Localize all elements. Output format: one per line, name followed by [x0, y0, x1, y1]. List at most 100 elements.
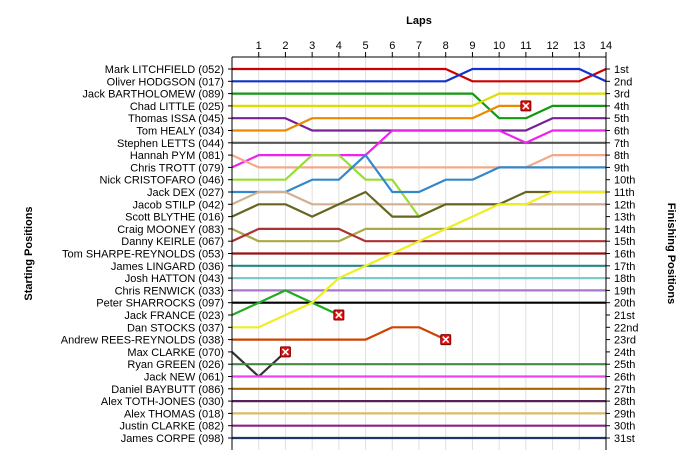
finishing-position-label: 24th — [614, 347, 635, 359]
rider-start-label: Tom SHARPE-REYNOLDS (053) — [62, 249, 224, 261]
right-axis-title: Finishing Positions — [665, 203, 677, 304]
finishing-position-label: 21st — [614, 310, 635, 322]
rider-line — [232, 190, 606, 329]
rider-line — [232, 154, 606, 194]
lap-tick-labels: 1 2 3 4 5 6 7 8 9 10 11 12 13 14 — [256, 40, 612, 52]
finishing-position-label: 29th — [614, 408, 635, 420]
lap-tick-label: 13 — [573, 40, 585, 52]
starting-position-labels: Mark LITCHFIELD (052)Oliver HODGSON (017… — [61, 64, 224, 445]
rider-line — [231, 190, 606, 218]
finishing-position-label: 31st — [614, 433, 635, 445]
finishing-position-label: 22nd — [614, 322, 638, 334]
rider-start-label: Chris TROTT (079) — [130, 162, 224, 174]
finishing-position-label: 27th — [614, 384, 635, 396]
rider-start-label: Nick CRISTOFARO (046) — [100, 175, 225, 187]
finishing-position-label: 8th — [614, 150, 629, 162]
rider-start-label: Jacob STILP (042) — [132, 199, 224, 211]
lap-tick-label: 6 — [389, 40, 395, 52]
rider-line — [231, 154, 606, 169]
finishing-position-label: 19th — [614, 285, 635, 297]
rider-start-label: Daniel BAYBUTT (086) — [111, 384, 224, 396]
rider-start-label: Tom HEALY (034) — [136, 126, 224, 138]
rider-start-label: Jack BARTHOLOMEW (089) — [82, 89, 224, 101]
rider-start-label: Jack FRANCE (023) — [124, 310, 224, 322]
rider-line — [231, 289, 340, 316]
dnf-markers — [279, 100, 532, 358]
lap-tick-label: 2 — [282, 40, 288, 52]
finishing-position-label: 11th — [614, 187, 635, 199]
finishing-position-label: 16th — [614, 249, 635, 261]
finishing-position-label: 23rd — [614, 335, 636, 347]
finishing-position-label: 12th — [614, 199, 635, 211]
left-axis-title: Starting Positions — [23, 206, 35, 300]
rider-start-label: Thomas ISSA (045) — [128, 113, 224, 125]
dnf-marker — [440, 334, 452, 346]
lap-tick-label: 8 — [443, 40, 449, 52]
finishing-position-labels: 1st2nd3rd4th5th6th7th8th9th10th11th12th1… — [614, 64, 638, 445]
lap-tick-label: 7 — [416, 40, 422, 52]
rider-lines — [231, 67, 607, 440]
rider-start-label: Alex THOMAS (018) — [124, 408, 224, 420]
finishing-position-label: 17th — [614, 261, 635, 273]
finishing-position-label: 6th — [614, 126, 629, 138]
rider-start-label: Chad LITTLE (025) — [130, 101, 224, 113]
rider-line — [232, 104, 526, 132]
finishing-position-label: 20th — [614, 298, 635, 310]
finishing-position-label: 13th — [614, 212, 635, 224]
rider-line — [232, 67, 607, 83]
finishing-position-label: 2nd — [614, 76, 632, 88]
rider-start-label: Dan STOCKS (037) — [127, 322, 224, 334]
dnf-marker — [333, 309, 345, 321]
rider-start-label: Jack NEW (061) — [144, 372, 224, 384]
top-axis-title: Laps — [406, 15, 432, 27]
lap-tick-label: 1 — [256, 40, 262, 52]
finishing-position-label: 7th — [614, 138, 629, 150]
rider-start-label: Alex TOTH-JONES (030) — [101, 396, 224, 408]
rider-line — [231, 227, 606, 243]
rider-start-label: Danny KEIRLE (067) — [121, 236, 224, 248]
rider-start-label: Chris RENWICK (033) — [115, 285, 224, 297]
finishing-position-label: 14th — [614, 224, 635, 236]
dnf-marker — [279, 346, 291, 358]
finishing-position-label: 18th — [614, 273, 635, 285]
rider-start-label: Ryan GREEN (026) — [127, 359, 224, 371]
rider-start-label: Josh HATTON (043) — [125, 273, 224, 285]
rider-start-label: Oliver HODGSON (017) — [107, 76, 224, 88]
lap-tick-label: 11 — [520, 40, 531, 52]
finishing-position-label: 28th — [614, 396, 635, 408]
rider-line — [232, 92, 606, 108]
finishing-position-label: 10th — [614, 175, 635, 187]
lap-tick-label: 14 — [600, 40, 612, 52]
rider-line — [232, 67, 607, 83]
rider-start-label: Scott BLYTHE (016) — [125, 212, 224, 224]
rider-line — [231, 190, 606, 206]
finishing-position-label: 9th — [614, 162, 629, 174]
rider-start-label: Hannah PYM (081) — [130, 150, 224, 162]
finishing-position-label: 30th — [614, 421, 635, 433]
rider-start-label: Peter SHARROCKS (097) — [96, 298, 224, 310]
axes — [228, 52, 610, 450]
lap-tick-label: 4 — [336, 40, 342, 52]
lap-tick-label: 9 — [469, 40, 475, 52]
rider-start-label: Jack DEX (027) — [147, 187, 224, 199]
lap-tick-label: 5 — [363, 40, 369, 52]
rider-line — [232, 92, 606, 120]
rider-start-label: Max CLARKE (070) — [127, 347, 224, 359]
dnf-marker — [520, 100, 532, 112]
rider-start-label: Craig MOONEY (083) — [117, 224, 224, 236]
finishing-position-label: 1st — [614, 64, 629, 76]
finishing-position-label: 5th — [614, 113, 629, 125]
finishing-position-label: 3rd — [614, 89, 630, 101]
rider-start-label: Stephen LETTS (044) — [117, 138, 224, 150]
finishing-position-label: 15th — [614, 236, 635, 248]
rider-start-label: James LINGARD (036) — [111, 261, 224, 273]
lap-tick-label: 3 — [309, 40, 315, 52]
rider-line — [231, 129, 606, 169]
lap-tick-label: 10 — [493, 40, 505, 52]
lap-tick-label: 12 — [546, 40, 558, 52]
finishing-position-label: 26th — [614, 372, 635, 384]
finishing-position-label: 25th — [614, 359, 635, 371]
finishing-position-label: 4th — [614, 101, 629, 113]
